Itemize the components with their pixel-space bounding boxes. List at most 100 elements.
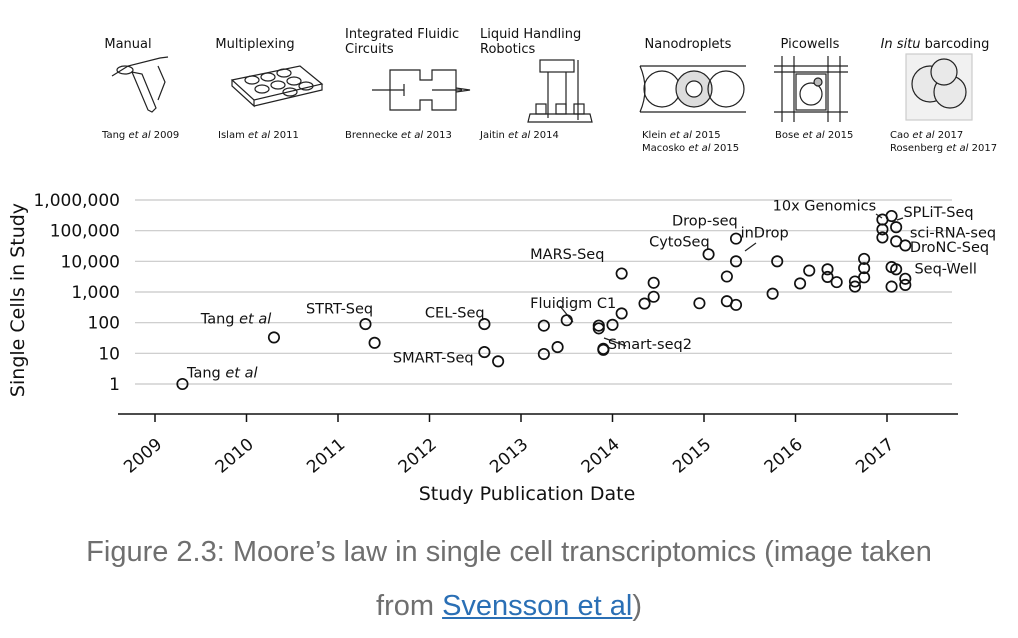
data-point xyxy=(766,287,779,300)
manual-pipette-icon xyxy=(111,56,169,113)
data-point xyxy=(858,252,871,265)
technology-citation: Cao et al 2017 xyxy=(890,130,963,141)
fluidigm-leader xyxy=(559,305,574,323)
data-point xyxy=(606,318,619,331)
figure-caption-line-2: from Svensson et al) xyxy=(0,590,1018,623)
technology-1: Multiplexing Islam et al 2011 xyxy=(215,37,298,141)
data-point xyxy=(899,239,912,252)
y-tick-label: 10,000 xyxy=(61,252,120,272)
figure-caption: Figure 2.3: Moore’s law in single cell t… xyxy=(0,536,1018,569)
data-point xyxy=(771,255,784,268)
x-tick-label: 2012 xyxy=(395,435,441,478)
barcoding-cells-icon xyxy=(905,53,973,121)
multiwell-plate-icon xyxy=(230,65,324,108)
point-label: MARS-Seq xyxy=(530,247,604,263)
data-point xyxy=(647,290,660,303)
y-tick-label: 1,000 xyxy=(71,283,120,303)
point-annotations: Tang et al Tang et al STRT-Seq CEL-Seq SMART… xyxy=(186,199,996,382)
point-label: SPLiT-Seq xyxy=(903,205,973,221)
technology-label: Picowells xyxy=(781,37,840,52)
x-tick-label: 2010 xyxy=(212,435,258,478)
x-tick-label: 2011 xyxy=(303,435,349,478)
data-point xyxy=(537,347,550,361)
svensson-link[interactable]: Svensson et al xyxy=(442,590,633,622)
droplet-channel-icon xyxy=(639,65,746,113)
technology-6: In situ barcoding Cao et al 2017 Rosenberg… xyxy=(881,37,998,154)
technology-citation: Klein et al 2015 xyxy=(642,130,721,141)
technology-label: In situ barcoding xyxy=(881,37,990,52)
data-point xyxy=(899,278,912,291)
x-tick-label: 2013 xyxy=(486,435,532,478)
point-label: Fluidigm C1 xyxy=(530,296,616,312)
data-point xyxy=(592,322,605,335)
data-point xyxy=(597,342,610,355)
data-point xyxy=(478,346,491,359)
technology-label: Liquid Handling xyxy=(480,27,581,42)
caption-from: from xyxy=(376,590,443,622)
data-point xyxy=(693,297,706,310)
x-tick-label: 2017 xyxy=(852,435,898,478)
data-point xyxy=(267,331,280,344)
picowell-icon xyxy=(774,56,848,122)
point-label: CEL-Seq xyxy=(425,305,485,321)
data-point xyxy=(803,264,816,277)
y-tick-label: 10 xyxy=(98,344,120,364)
data-point xyxy=(560,314,573,327)
technology-label: Integrated Fluidic xyxy=(345,27,459,42)
technology-citation: Rosenberg et al 2017 xyxy=(890,143,997,154)
caption-line-1: Figure 2.3: Moore’s law in single cell t… xyxy=(86,536,932,568)
technology-row: Manual Tang et al 2009 Multiplexing Islam e… xyxy=(101,27,997,154)
technology-citation: Jaitin et al 2014 xyxy=(479,130,559,141)
data-point xyxy=(858,262,871,275)
data-point xyxy=(551,341,564,354)
data-point xyxy=(830,276,843,289)
technology-label: Circuits xyxy=(345,42,394,57)
technology-0: Manual Tang et al 2009 xyxy=(101,37,179,141)
x-tick-label: 2014 xyxy=(578,435,624,478)
y-axis-title: Single Cells in Study xyxy=(7,203,29,397)
x-tick-label: 2016 xyxy=(761,435,807,478)
y-axis-ticks: 1 10 100 1,000 10,000 100,000 1,000,000 xyxy=(33,191,120,395)
data-point xyxy=(492,355,505,368)
point-label: STRT-Seq xyxy=(306,301,373,317)
gridlines xyxy=(135,199,952,385)
data-point xyxy=(876,223,889,236)
technology-citation: Brennecke et al 2013 xyxy=(345,130,452,141)
point-label: CytoSeq xyxy=(649,235,710,251)
x-tick-label: 2015 xyxy=(669,435,715,478)
point-label: Tang et al xyxy=(186,366,258,382)
indrop-leader xyxy=(744,242,757,252)
data-point xyxy=(885,280,898,293)
point-label: 10x Genomics xyxy=(773,199,877,215)
technology-label: Robotics xyxy=(480,42,535,57)
point-label: Drop-seq xyxy=(672,213,738,229)
technology-citation: Tang et al 2009 xyxy=(101,130,179,141)
data-point xyxy=(359,318,372,331)
caption-suffix: ) xyxy=(632,590,642,622)
technology-citation: Islam et al 2011 xyxy=(218,130,299,141)
data-point xyxy=(899,272,912,285)
data-point xyxy=(890,263,903,276)
data-point xyxy=(885,209,898,223)
data-point xyxy=(720,270,733,283)
robot-icon xyxy=(527,59,593,123)
data-point xyxy=(890,221,903,234)
data-point xyxy=(858,271,871,284)
data-point xyxy=(615,307,628,320)
data-point xyxy=(537,319,550,332)
figure: Manual Tang et al 2009 Multiplexing Islam e… xyxy=(7,27,997,505)
data-point xyxy=(176,377,189,391)
y-tick-label: 1,000,000 xyxy=(33,191,120,211)
data-point xyxy=(638,297,651,310)
technology-label: Manual xyxy=(104,37,151,52)
data-point xyxy=(876,231,889,244)
technology-illustrations xyxy=(111,53,973,123)
data-point xyxy=(821,263,834,276)
technology-citation: Macosko et al 2015 xyxy=(642,143,739,154)
data-point xyxy=(848,280,862,293)
data-point xyxy=(729,232,743,245)
data-point xyxy=(615,267,628,280)
y-tick-label: 100,000 xyxy=(50,222,120,242)
